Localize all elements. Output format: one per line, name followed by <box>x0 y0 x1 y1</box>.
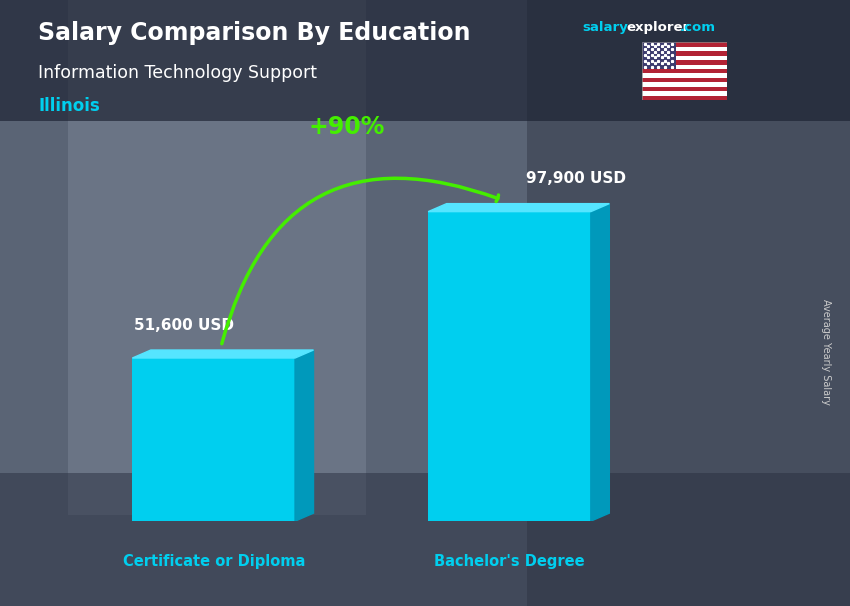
Text: +90%: +90% <box>309 115 385 139</box>
Bar <box>642 65 727 69</box>
Bar <box>642 78 727 82</box>
Polygon shape <box>428 204 609 211</box>
Text: 97,900 USD: 97,900 USD <box>526 171 626 186</box>
Text: Bachelor's Degree: Bachelor's Degree <box>434 554 585 569</box>
Text: 51,600 USD: 51,600 USD <box>134 318 234 333</box>
Bar <box>642 56 727 60</box>
Bar <box>642 73 727 78</box>
Bar <box>642 52 727 56</box>
Polygon shape <box>295 350 314 521</box>
Bar <box>642 91 727 96</box>
Text: Salary Comparison By Education: Salary Comparison By Education <box>38 21 471 45</box>
Bar <box>68 0 366 515</box>
Bar <box>642 60 727 65</box>
Bar <box>133 358 295 521</box>
Bar <box>642 42 676 69</box>
Bar <box>0 473 850 606</box>
Text: Certificate or Diploma: Certificate or Diploma <box>122 554 305 569</box>
Bar <box>527 0 850 606</box>
Polygon shape <box>133 350 314 358</box>
Bar <box>642 47 727 52</box>
Bar <box>642 42 727 47</box>
Polygon shape <box>591 204 609 521</box>
Bar <box>642 87 727 91</box>
Text: explorer: explorer <box>626 21 689 34</box>
Bar <box>428 211 591 521</box>
Text: .com: .com <box>680 21 716 34</box>
Text: salary: salary <box>582 21 628 34</box>
Bar <box>642 69 727 73</box>
Text: Information Technology Support: Information Technology Support <box>38 64 317 82</box>
Text: Illinois: Illinois <box>38 97 100 115</box>
Bar <box>642 96 727 100</box>
Bar <box>642 82 727 87</box>
Text: Average Yearly Salary: Average Yearly Salary <box>821 299 831 404</box>
Bar <box>0 0 850 121</box>
